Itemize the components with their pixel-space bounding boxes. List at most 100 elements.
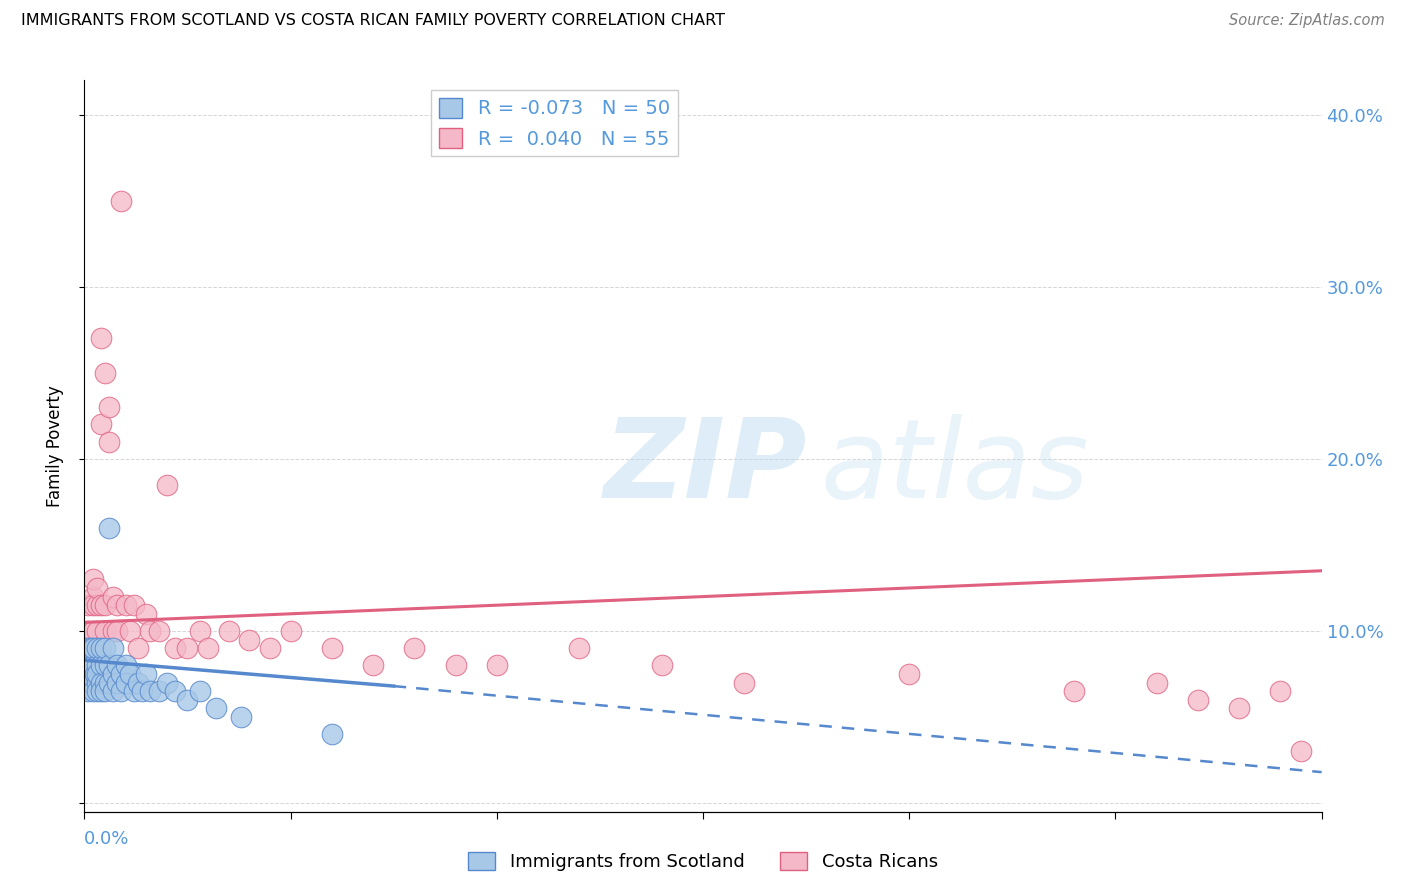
- Text: ZIP: ZIP: [605, 415, 807, 522]
- Point: [205, 701, 228, 715]
- Y-axis label: Family Poverty: Family Poverty: [45, 385, 63, 507]
- Text: Source: ZipAtlas.com: Source: ZipAtlas.com: [1229, 13, 1385, 29]
- Point: [77, 624, 100, 638]
- Point: [229, 710, 252, 724]
- Point: [94, 366, 117, 380]
- Point: [98, 401, 121, 415]
- Point: [90, 641, 112, 656]
- Point: [131, 684, 153, 698]
- Point: [139, 684, 162, 698]
- Point: [218, 624, 240, 638]
- Point: [94, 684, 117, 698]
- Point: [114, 598, 136, 612]
- Point: [82, 658, 104, 673]
- Point: [94, 641, 117, 656]
- Point: [98, 521, 121, 535]
- Point: [733, 675, 755, 690]
- Point: [77, 658, 100, 673]
- Point: [321, 641, 343, 656]
- Point: [176, 641, 198, 656]
- Point: [444, 658, 467, 673]
- Point: [98, 675, 121, 690]
- Point: [238, 632, 260, 647]
- Point: [82, 624, 104, 638]
- Point: [156, 477, 179, 491]
- Point: [77, 641, 100, 656]
- Point: [898, 667, 921, 681]
- Text: atlas: atlas: [821, 415, 1090, 522]
- Point: [105, 658, 128, 673]
- Point: [86, 667, 108, 681]
- Point: [122, 684, 145, 698]
- Point: [197, 641, 219, 656]
- Point: [82, 641, 104, 656]
- Point: [77, 684, 100, 698]
- Point: [148, 684, 170, 698]
- Point: [83, 667, 105, 681]
- Point: [127, 675, 149, 690]
- Point: [86, 684, 108, 698]
- Point: [105, 598, 128, 612]
- Point: [79, 675, 101, 690]
- Point: [110, 667, 132, 681]
- Point: [135, 667, 157, 681]
- Point: [90, 675, 112, 690]
- Point: [361, 658, 384, 673]
- Point: [1063, 684, 1085, 698]
- Point: [176, 693, 198, 707]
- Text: 0.0%: 0.0%: [84, 830, 129, 848]
- Point: [118, 624, 141, 638]
- Point: [82, 675, 104, 690]
- Point: [90, 598, 112, 612]
- Point: [1227, 701, 1250, 715]
- Point: [94, 598, 117, 612]
- Point: [105, 675, 128, 690]
- Point: [90, 331, 112, 345]
- Point: [98, 658, 121, 673]
- Point: [103, 641, 125, 656]
- Point: [86, 641, 108, 656]
- Point: [90, 684, 112, 698]
- Point: [188, 684, 211, 698]
- Point: [118, 667, 141, 681]
- Point: [105, 624, 128, 638]
- Point: [86, 641, 108, 656]
- Point: [127, 641, 149, 656]
- Point: [114, 658, 136, 673]
- Point: [94, 624, 117, 638]
- Point: [1289, 744, 1312, 758]
- Point: [75, 675, 97, 690]
- Point: [86, 624, 108, 638]
- Point: [77, 598, 100, 612]
- Point: [82, 684, 104, 698]
- Point: [1187, 693, 1209, 707]
- Point: [156, 675, 179, 690]
- Point: [103, 590, 125, 604]
- Point: [165, 684, 187, 698]
- Point: [90, 658, 112, 673]
- Legend: R = -0.073   N = 50, R =  0.040   N = 55: R = -0.073 N = 50, R = 0.040 N = 55: [432, 90, 678, 156]
- Point: [82, 598, 104, 612]
- Point: [135, 607, 157, 621]
- Point: [86, 658, 108, 673]
- Point: [82, 573, 104, 587]
- Point: [188, 624, 211, 638]
- Point: [86, 598, 108, 612]
- Point: [94, 658, 117, 673]
- Point: [82, 590, 104, 604]
- Text: IMMIGRANTS FROM SCOTLAND VS COSTA RICAN FAMILY POVERTY CORRELATION CHART: IMMIGRANTS FROM SCOTLAND VS COSTA RICAN …: [21, 13, 725, 29]
- Legend: Immigrants from Scotland, Costa Ricans: Immigrants from Scotland, Costa Ricans: [461, 845, 945, 879]
- Point: [321, 727, 343, 741]
- Point: [94, 675, 117, 690]
- Point: [651, 658, 673, 673]
- Point: [485, 658, 508, 673]
- Point: [165, 641, 187, 656]
- Point: [98, 434, 121, 449]
- Point: [1146, 675, 1168, 690]
- Point: [90, 417, 112, 432]
- Point: [280, 624, 302, 638]
- Point: [114, 675, 136, 690]
- Point: [103, 667, 125, 681]
- Point: [110, 684, 132, 698]
- Point: [568, 641, 591, 656]
